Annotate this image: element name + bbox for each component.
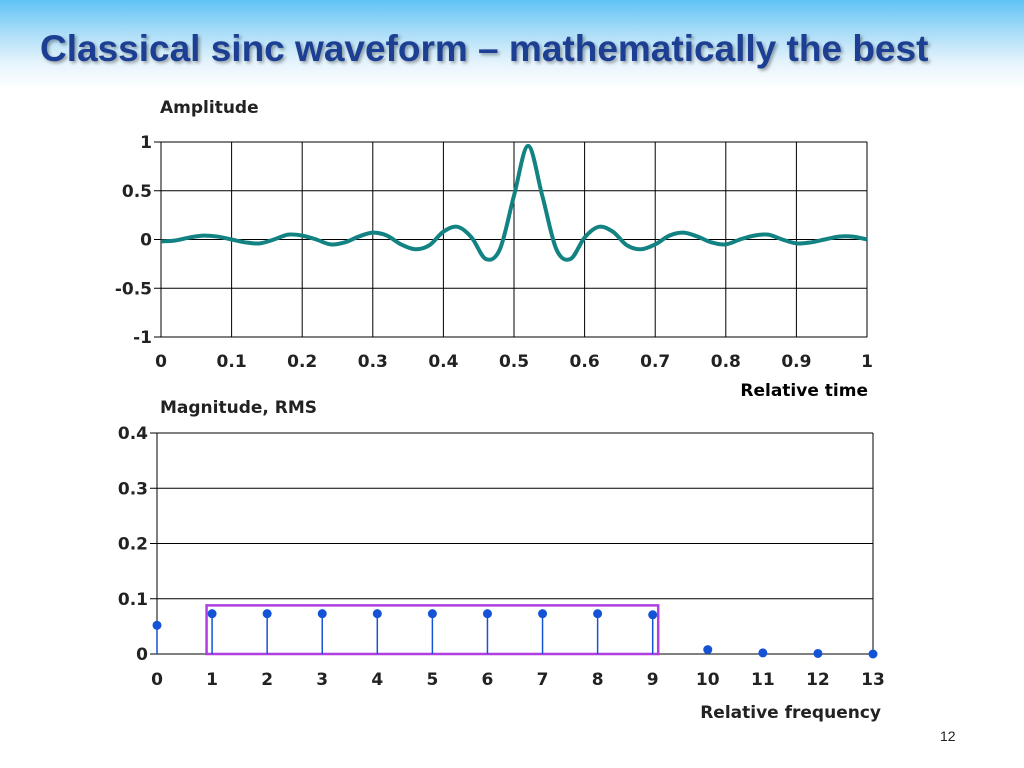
frequency-x-tick-label: 6 (482, 670, 494, 690)
sinc-waveform-line (160, 143, 868, 262)
frequency-x-tick-label: 1 (206, 670, 218, 690)
title-bar-gradient (0, 0, 1024, 90)
amplitude-x-tick-label: 0.3 (358, 352, 388, 372)
frequency-x-tick-label: 5 (426, 670, 438, 690)
amplitude-y-tick-label: 0 (140, 231, 152, 251)
amplitude-y-tick-label: 1 (140, 133, 152, 153)
spectrum-stem-marker (648, 610, 658, 620)
magnitude-y-tick-label: 0.1 (118, 590, 148, 610)
magnitude-y-tick-label: 0 (136, 645, 148, 665)
frequency-x-tick-label: 2 (261, 670, 273, 690)
frequency-x-tick-label: 11 (751, 670, 775, 690)
relative-time-axis-label: Relative time (740, 381, 868, 401)
spectrum-stem-marker (868, 649, 878, 659)
frequency-x-tick-label: 0 (151, 670, 163, 690)
amplitude-x-tick-label: 0.6 (570, 352, 600, 372)
spectrum-stem-marker (758, 648, 768, 658)
spectrum-stem-marker (703, 645, 713, 655)
frequency-x-tick-label: 4 (371, 670, 383, 690)
amplitude-x-tick-label: 1 (861, 352, 873, 372)
amplitude-x-tick-label: 0.1 (217, 352, 247, 372)
magnitude-y-tick-label: 0.4 (118, 424, 148, 444)
spectrum-stem-marker (593, 609, 603, 619)
amplitude-y-tick-label: -1 (133, 328, 152, 348)
spectrum-stem-marker (427, 609, 437, 619)
magnitude-axis-label: Magnitude, RMS (160, 398, 317, 418)
magnitude-y-tick-label: 0.2 (118, 535, 148, 555)
frequency-x-tick-label: 13 (861, 670, 885, 690)
spectrum-stem-marker (152, 620, 162, 630)
slide-title: Classical sinc waveform – mathematically… (40, 28, 929, 69)
spectrum-stem-marker (317, 609, 327, 619)
spectrum-stem-marker (482, 609, 492, 619)
frequency-x-tick-label: 9 (647, 670, 659, 690)
amplitude-x-tick-label: 0.9 (781, 352, 811, 372)
amplitude-axis-label: Amplitude (160, 98, 259, 118)
magnitude-y-tick-label: 0.3 (118, 479, 148, 499)
spectrum-stem-marker (262, 609, 272, 619)
amplitude-y-tick-label: 0.5 (122, 182, 152, 202)
amplitude-x-tick-label: 0.8 (711, 352, 741, 372)
frequency-x-tick-label: 8 (592, 670, 604, 690)
slide-number: 12 (940, 728, 956, 744)
amplitude-x-tick-label: 0.7 (640, 352, 670, 372)
frequency-x-tick-label: 12 (806, 670, 830, 690)
amplitude-x-tick-label: 0.4 (428, 352, 458, 372)
amplitude-x-tick-label: 0.5 (499, 352, 529, 372)
frequency-x-tick-label: 3 (316, 670, 328, 690)
frequency-x-tick-label: 10 (696, 670, 720, 690)
amplitude-x-tick-label: 0.2 (287, 352, 317, 372)
amplitude-y-tick-label: -0.5 (115, 279, 152, 299)
spectrum-stem-marker (813, 648, 823, 658)
frequency-x-tick-label: 7 (537, 670, 549, 690)
spectrum-stem-marker (207, 609, 217, 619)
relative-frequency-axis-label: Relative frequency (700, 703, 881, 723)
spectrum-stem-marker (372, 609, 382, 619)
amplitude-x-tick-label: 0 (155, 352, 167, 372)
spectrum-stem-marker (538, 609, 548, 619)
